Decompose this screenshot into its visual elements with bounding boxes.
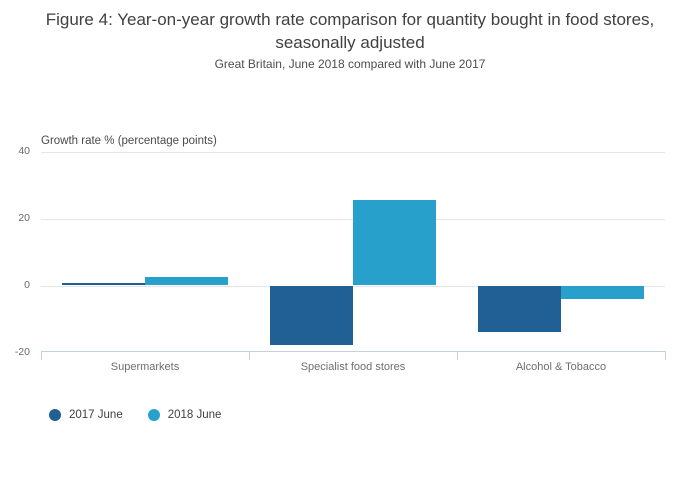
gridline-y0 [41, 285, 665, 287]
bar-2017-june-supermarkets[interactable] [61, 283, 145, 286]
x-axis-line [41, 350, 665, 352]
gridline-y40 [41, 151, 665, 153]
legend-label: 2017 June [69, 409, 123, 421]
category-label-supermarkets: Supermarkets [110, 360, 180, 373]
chart-subtitle: Great Britain, June 2018 compared with J… [214, 57, 486, 71]
legend-item-2018-june[interactable]: 2018 June [147, 409, 222, 421]
chart-title: Figure 4: Year-on-year growth rate compa… [45, 10, 655, 52]
y-axis-title: Growth rate % (percentage points) [41, 135, 217, 147]
legend-marker-icon [147, 409, 160, 421]
legend-label: 2018 June [167, 409, 222, 421]
y-tick-label--20: -20 [14, 346, 30, 358]
legend-item-2017-june[interactable]: 2017 June [49, 409, 123, 421]
y-tick-label-40: 40 [18, 145, 30, 157]
y-tick-label-20: 20 [18, 212, 30, 224]
category-label-alcohol-tobacco: Alcohol & Tobacco [515, 360, 607, 373]
x-axis-divider [41, 350, 42, 360]
x-axis-divider [457, 350, 458, 360]
bar-2018-june-supermarkets[interactable] [145, 276, 229, 286]
bar-2017-june-specialist-food-stores[interactable] [269, 285, 353, 345]
category-label-specialist-food-stores: Specialist food stores [300, 360, 406, 373]
legend-marker-icon [49, 409, 61, 421]
bar-2018-june-specialist-food-stores[interactable] [353, 199, 437, 286]
legend: 2017 June 2018 June [49, 409, 246, 421]
bar-2018-june-alcohol-tobacco[interactable] [561, 285, 645, 299]
x-axis-divider [665, 350, 666, 360]
bar-2017-june-alcohol-tobacco[interactable] [477, 285, 561, 333]
y-tick-label-0: 0 [24, 279, 30, 291]
x-axis-divider [249, 350, 250, 360]
